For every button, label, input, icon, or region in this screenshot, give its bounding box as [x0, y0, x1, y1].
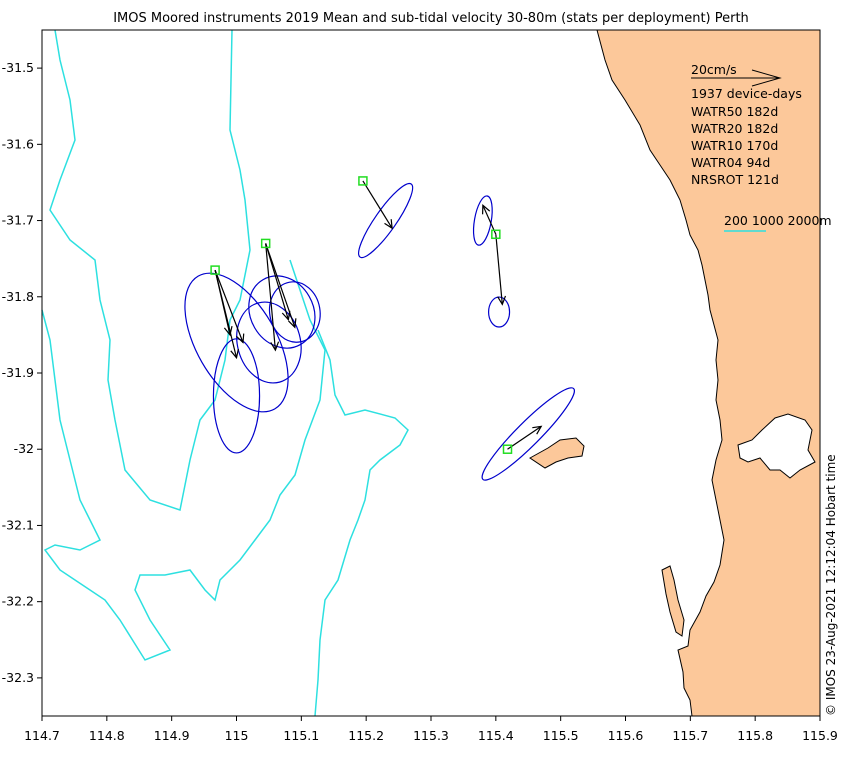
y-tick-label: -32.1 — [2, 517, 34, 532]
x-tick-label: 115 — [225, 728, 249, 743]
x-tick-label: 115.8 — [737, 728, 773, 743]
y-tick-label: -32 — [14, 441, 34, 456]
station-marker — [210, 265, 220, 275]
x-tick-label: 115.2 — [348, 728, 384, 743]
deployment-entry: WATR10 170d — [691, 138, 778, 153]
copyright: © IMOS 23-Aug-2021 12:12:04 Hobart time — [824, 454, 838, 716]
variance-ellipse — [212, 338, 261, 454]
scale-label: 20cm/s — [691, 62, 737, 77]
x-tick-label: 114.9 — [154, 728, 190, 743]
y-tick-label: -31.8 — [2, 289, 34, 304]
variance-ellipse — [481, 387, 575, 481]
isobath-1000m — [41, 259, 326, 661]
arrow-head — [270, 341, 280, 352]
y-tick-label: -32.3 — [2, 670, 34, 685]
arrow-head — [288, 318, 297, 329]
arrow-head — [384, 219, 393, 230]
velocity-arrow — [214, 269, 244, 343]
chart-title: IMOS Moored instruments 2019 Mean and su… — [113, 11, 749, 26]
variance-ellipse — [358, 182, 414, 259]
deployment-entry: WATR04 94d — [691, 155, 770, 170]
x-tick-label: 115.1 — [283, 728, 319, 743]
land-mass — [596, 29, 821, 717]
velocity-arrow — [265, 243, 276, 351]
variance-ellipse — [248, 275, 316, 349]
deployment-entry: NRSROT 121d — [691, 172, 779, 187]
deployment-entry: WATR20 182d — [691, 121, 778, 136]
velocity-arrow — [265, 243, 289, 320]
station-markers — [210, 176, 513, 454]
x-tick-label: 115.7 — [672, 728, 708, 743]
deployment-list: WATR50 182d WATR20 182d WATR10 170d WATR04 … — [691, 104, 779, 187]
y-axis: -31.5 -31.6 -31.7 -31.8 -31.9 -32 -32.1 -32.2 -3… — [2, 60, 42, 685]
x-tick-label: 115.3 — [413, 728, 449, 743]
velocity-arrow — [507, 425, 542, 450]
arrow-head — [236, 333, 245, 344]
device-days: 1937 device-days — [691, 86, 802, 101]
x-tick-label: 114.8 — [89, 728, 125, 743]
velocity-arrows — [214, 180, 543, 450]
y-tick-label: -31.9 — [2, 365, 34, 380]
x-tick-label: 114.7 — [24, 728, 60, 743]
arrow-head — [223, 325, 233, 337]
river-inlet — [737, 413, 816, 479]
isobath-legend: 200 1000 2000m — [724, 213, 832, 228]
x-tick-label: 115.6 — [608, 728, 644, 743]
variance-ellipse — [487, 296, 511, 328]
isobaths — [41, 29, 409, 717]
velocity-arrow — [495, 234, 503, 305]
station-marker — [491, 229, 501, 240]
station-marker — [502, 444, 513, 454]
arrow-head — [482, 204, 491, 215]
variance-ellipse — [472, 195, 493, 246]
station-marker — [358, 176, 368, 186]
y-tick-label: -31.5 — [2, 60, 34, 75]
x-tick-label: 115.4 — [478, 728, 514, 743]
station-marker — [260, 238, 271, 249]
x-tick-label: 115.5 — [543, 728, 579, 743]
variance-ellipses — [184, 182, 575, 481]
rottnest-island — [529, 437, 585, 469]
velocity-arrow — [482, 205, 497, 235]
variance-ellipse — [184, 272, 289, 413]
velocity-arrow — [214, 269, 231, 336]
arrow-head — [532, 425, 543, 435]
y-tick-label: -31.6 — [2, 136, 34, 151]
arrow-head — [497, 295, 507, 306]
isobath-2000m — [49, 29, 251, 511]
y-tick-label: -32.2 — [2, 594, 34, 609]
arrow-head — [230, 348, 239, 360]
garden-island — [661, 565, 685, 637]
x-tick-label: 115.9 — [802, 728, 838, 743]
y-tick-label: -31.7 — [2, 213, 34, 228]
velocity-arrow — [362, 180, 393, 229]
deployment-entry: WATR50 182d — [691, 104, 778, 119]
isobath-200m — [314, 329, 409, 717]
scale-arrowhead — [751, 69, 782, 87]
variance-ellipse — [268, 281, 321, 343]
x-axis: 114.7 114.8 114.9 115 115.1 115.2 115.3 115.4 11… — [24, 716, 838, 743]
arrow-head — [281, 310, 291, 321]
